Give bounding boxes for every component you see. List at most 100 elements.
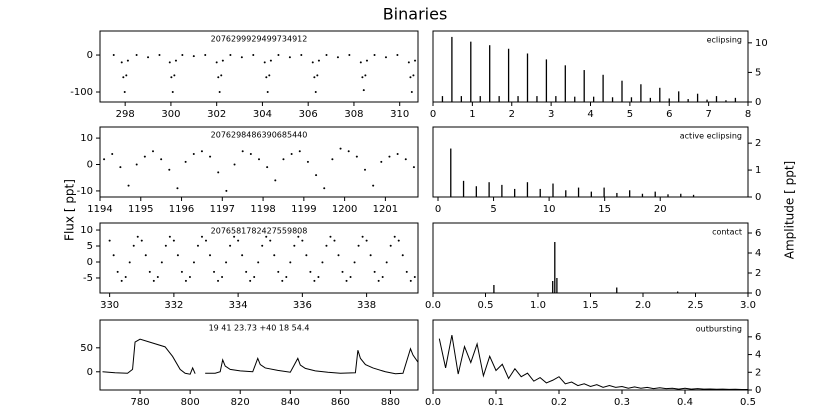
x-tick-label: 0.5 bbox=[740, 397, 756, 408]
x-tick-label: 1198 bbox=[250, 204, 275, 215]
data-point bbox=[385, 261, 388, 264]
data-point bbox=[132, 244, 135, 247]
data-point bbox=[365, 59, 368, 62]
data-point bbox=[381, 276, 384, 279]
data-point bbox=[103, 158, 106, 161]
x-tick-label: 1 bbox=[469, 109, 475, 120]
x-tick-label: 3 bbox=[548, 109, 554, 120]
data-point bbox=[200, 235, 203, 238]
x-tick-label: 0.0 bbox=[425, 300, 441, 311]
data-point bbox=[329, 235, 332, 238]
data-point bbox=[213, 270, 216, 273]
data-point bbox=[373, 54, 376, 57]
data-point bbox=[288, 56, 291, 59]
data-point bbox=[249, 279, 252, 282]
panel-title: 2076299929499734912 bbox=[211, 35, 308, 44]
axes-frame bbox=[432, 319, 749, 391]
data-point bbox=[397, 239, 400, 242]
y-tick-label: -5 bbox=[83, 273, 93, 284]
x-tick-label: 300 bbox=[161, 109, 180, 120]
data-point bbox=[252, 54, 255, 57]
data-point bbox=[233, 163, 236, 166]
y-tick-label: 0 bbox=[87, 50, 93, 61]
y-tick-label: -10 bbox=[77, 186, 93, 197]
data-point bbox=[116, 270, 119, 273]
data-point bbox=[373, 270, 376, 273]
data-point bbox=[317, 59, 320, 62]
data-point bbox=[325, 54, 328, 57]
data-point bbox=[111, 152, 114, 155]
y-tick-label: 2 bbox=[755, 367, 761, 378]
axes-frame bbox=[99, 30, 419, 103]
plot-area bbox=[103, 147, 415, 192]
data-point bbox=[119, 166, 122, 169]
data-point bbox=[196, 244, 199, 247]
y-tick-label: 10 bbox=[80, 225, 93, 236]
data-point bbox=[124, 276, 127, 279]
data-point bbox=[164, 244, 167, 247]
data-point bbox=[266, 166, 269, 169]
x-tick-label: 800 bbox=[181, 397, 200, 408]
x-tick-label: 1.5 bbox=[583, 300, 599, 311]
x-tick-label: 306 bbox=[299, 109, 318, 120]
data-point bbox=[277, 270, 280, 273]
x-tick-label: 0.1 bbox=[488, 397, 504, 408]
data-point bbox=[404, 158, 407, 161]
data-point bbox=[313, 279, 316, 282]
data-point bbox=[361, 235, 364, 238]
data-point bbox=[348, 54, 351, 57]
data-point bbox=[333, 239, 336, 242]
x-tick-label: 0 bbox=[430, 109, 436, 120]
x-tick-label: 304 bbox=[253, 109, 272, 120]
x-tick-label: 1.0 bbox=[530, 300, 546, 311]
data-point bbox=[168, 61, 171, 64]
data-point bbox=[220, 74, 223, 77]
data-point bbox=[192, 261, 195, 264]
data-point bbox=[188, 276, 191, 279]
data-point bbox=[380, 160, 383, 163]
data-point bbox=[152, 279, 155, 282]
data-point bbox=[389, 244, 392, 247]
data-point bbox=[148, 270, 151, 273]
data-point bbox=[192, 152, 195, 155]
data-point bbox=[355, 155, 358, 158]
data-point bbox=[384, 56, 387, 59]
y-tick-label: 5 bbox=[755, 67, 761, 78]
panel-label: contact bbox=[712, 228, 742, 237]
data-point bbox=[160, 261, 163, 264]
y-tick-label: 0 bbox=[755, 385, 761, 396]
data-point bbox=[407, 61, 410, 64]
data-point bbox=[268, 74, 271, 77]
data-point bbox=[353, 261, 356, 264]
data-point bbox=[225, 261, 228, 264]
data-point bbox=[301, 239, 304, 242]
y-tick-label: 50 bbox=[80, 343, 93, 354]
x-tick-label: 1197 bbox=[210, 204, 235, 215]
axes-frame bbox=[99, 222, 419, 294]
data-point bbox=[341, 270, 344, 273]
x-tick-label: 2.5 bbox=[688, 300, 704, 311]
data-point bbox=[316, 74, 319, 77]
data-point bbox=[393, 235, 396, 238]
data-point bbox=[112, 54, 115, 57]
data-point bbox=[140, 239, 143, 242]
x-tick-label: 1199 bbox=[291, 204, 316, 215]
x-tick-label: 332 bbox=[164, 300, 183, 311]
data-point bbox=[170, 76, 173, 79]
x-tick-label: 6 bbox=[666, 109, 672, 120]
data-point bbox=[209, 155, 212, 158]
data-point bbox=[297, 235, 300, 238]
data-point bbox=[237, 239, 240, 242]
data-point bbox=[112, 254, 115, 257]
data-point bbox=[245, 270, 248, 273]
data-point bbox=[369, 254, 372, 257]
axes-frame bbox=[99, 319, 419, 391]
x-tick-label: 840 bbox=[281, 397, 300, 408]
data-point bbox=[171, 91, 174, 94]
data-point bbox=[217, 171, 220, 174]
data-point bbox=[364, 168, 366, 171]
data-point bbox=[273, 254, 276, 257]
data-point bbox=[122, 76, 125, 79]
x-tick-label: 0.4 bbox=[677, 397, 693, 408]
